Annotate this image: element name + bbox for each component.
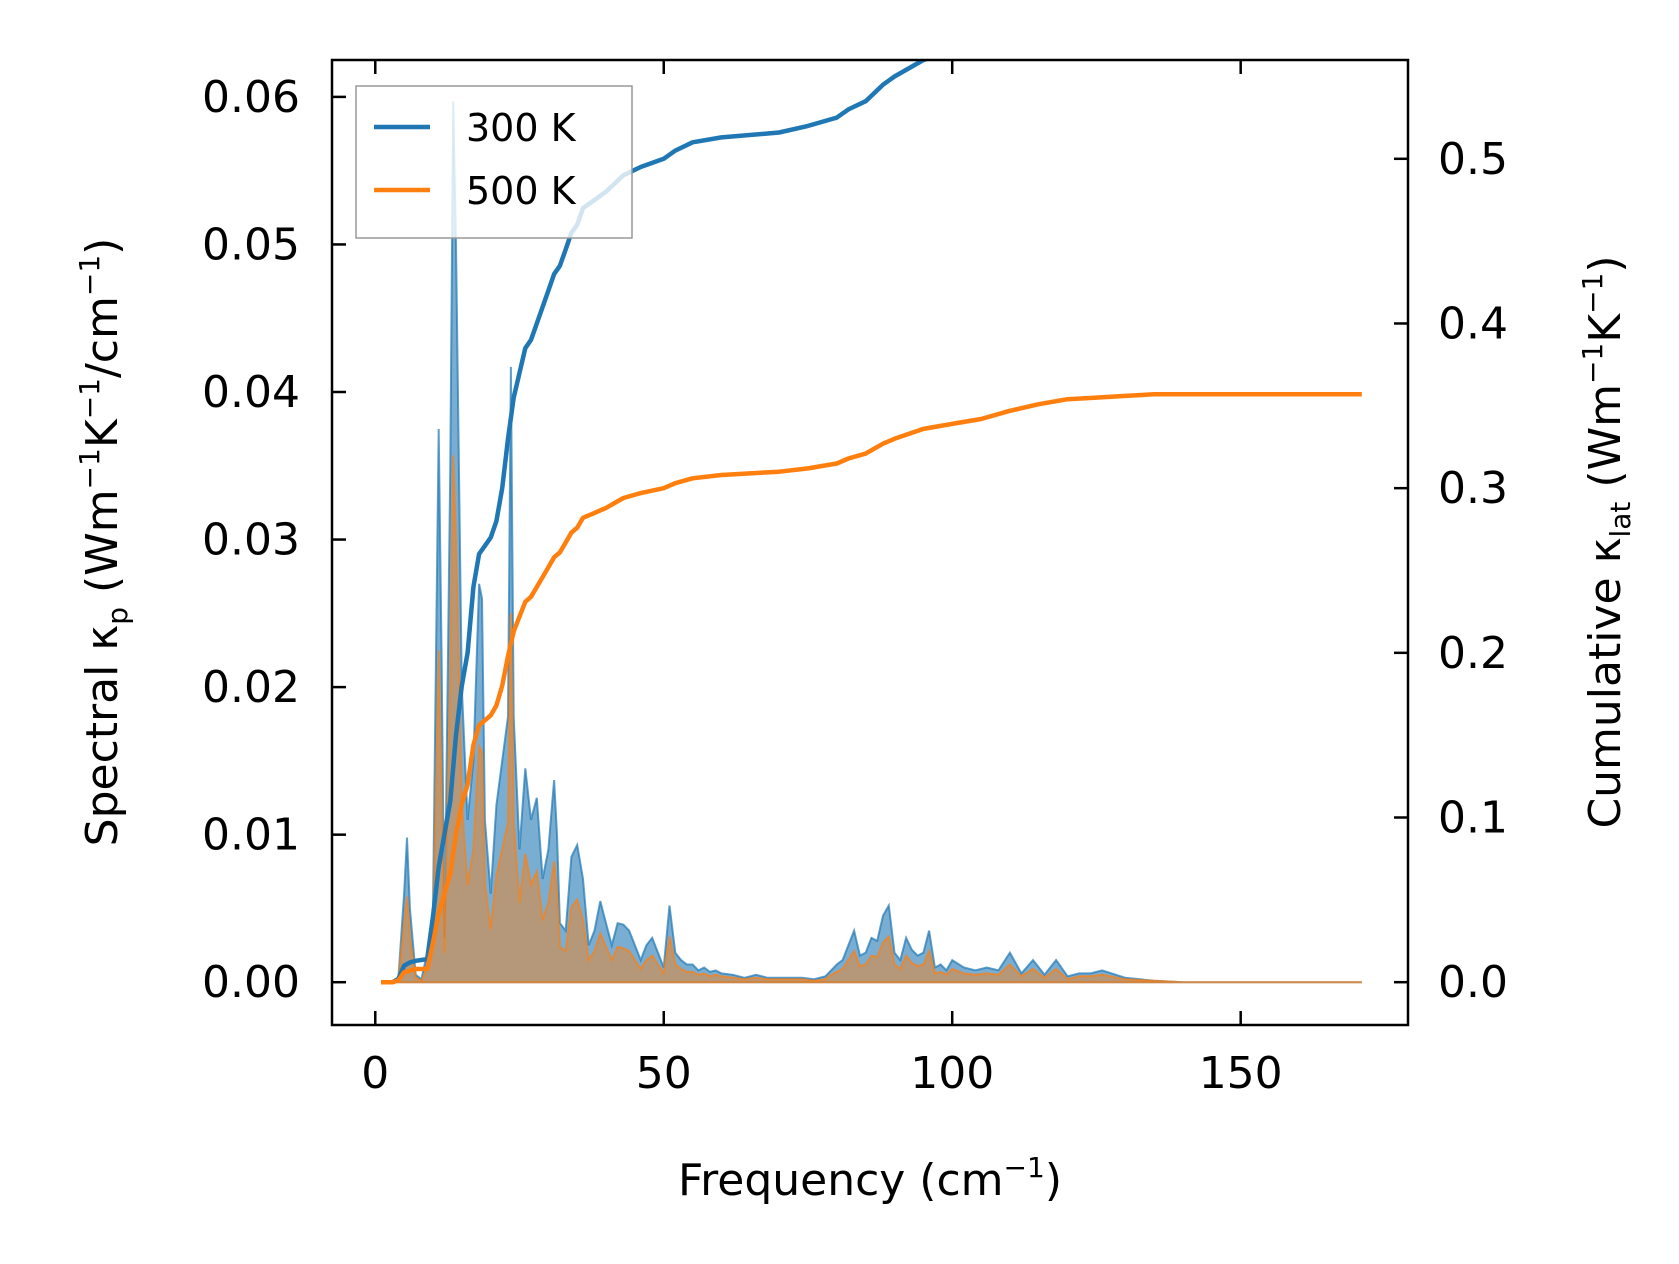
x-axis-ticks: 0 50 100 150 (361, 60, 1283, 1099)
x-tick-label: 150 (1199, 1048, 1283, 1099)
right-y-tick-label: 0.0 (1438, 957, 1508, 1008)
left-y-tick-label: 0.03 (202, 515, 300, 566)
left-y-tick-label: 0.05 (202, 219, 300, 270)
right-y-axis-ticks: 0.0 0.1 0.2 0.3 0.4 0.5 (1394, 134, 1508, 1008)
legend-label-500k: 500 K (466, 169, 577, 213)
right-y-axis-label: Cumulative κlat (Wm−1K−1) (1576, 255, 1637, 828)
cumulative-line-500k (381, 392, 1362, 985)
cumulative-line-300k (381, 60, 932, 985)
left-y-tick-label: 0.06 (202, 72, 300, 123)
plot-frame (330, 58, 1410, 1027)
right-y-tick-label: 0.5 (1438, 134, 1508, 185)
cumulative-lines (381, 60, 1362, 985)
right-y-tick-label: 0.1 (1438, 793, 1508, 844)
legend-label-300k: 300 K (466, 106, 577, 150)
spectral-fills (381, 101, 1362, 984)
left-y-tick-label: 0.01 (202, 810, 300, 861)
right-y-tick-label: 0.4 (1438, 298, 1508, 349)
left-y-tick-label: 0.02 (202, 662, 300, 713)
left-y-axis-label: Spectral κp (Wm−1K−1/cm−1) (73, 238, 134, 847)
x-tick-label: 50 (636, 1048, 692, 1099)
right-y-tick-label: 0.3 (1438, 463, 1508, 514)
spectral-area-500k (381, 455, 1362, 984)
spectral-area-300k (381, 101, 1362, 984)
left-y-axis-ticks: 0.00 0.01 0.02 0.03 0.04 0.05 0.06 (202, 72, 346, 1008)
legend-box (355, 85, 633, 239)
legend: 300 K 500 K (355, 85, 633, 239)
left-y-tick-label: 0.00 (202, 957, 300, 1008)
right-y-tick-label: 0.2 (1438, 628, 1508, 679)
x-axis-label: Frequency (cm−1) (678, 1151, 1062, 1206)
x-tick-label: 100 (910, 1048, 994, 1099)
x-tick-label: 0 (361, 1048, 389, 1099)
left-y-tick-label: 0.04 (202, 367, 300, 418)
